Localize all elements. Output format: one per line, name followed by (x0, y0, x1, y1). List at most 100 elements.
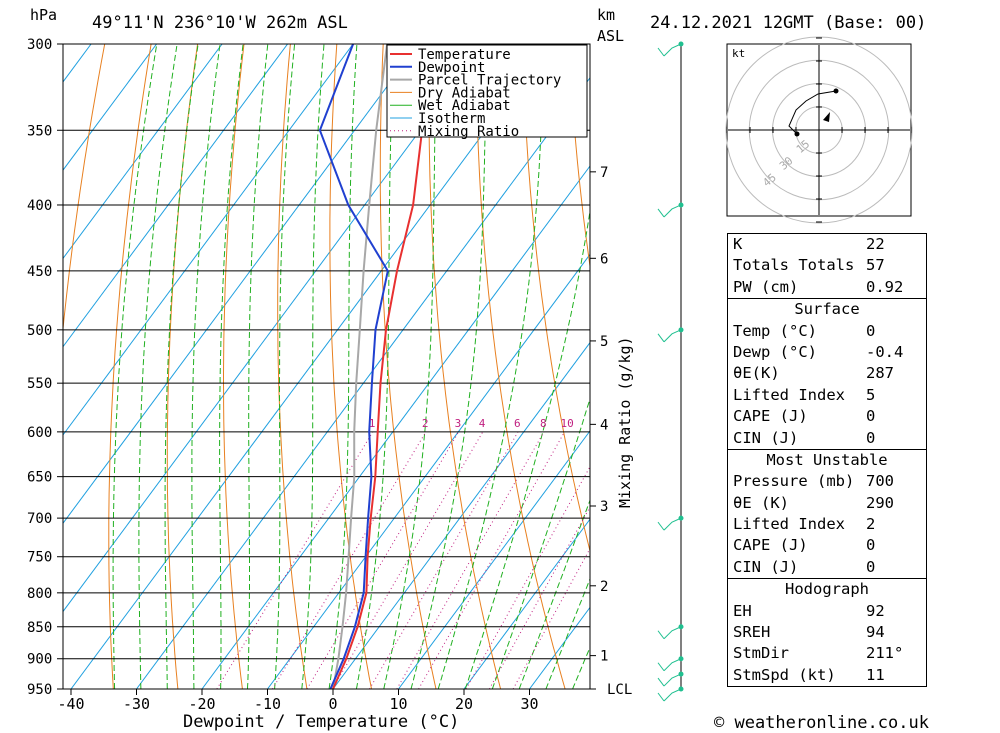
stats-surface: Surface Temp (°C) 0 Dewp (°C) -0.4 θE(K) 287 L… (727, 298, 927, 450)
plot-frame (62, 43, 591, 690)
mixing-ratio-line (396, 431, 545, 689)
mixing-ratio-line (369, 431, 519, 689)
isotherm-line (463, 518, 590, 689)
wind-profile (657, 41, 684, 702)
wet-adiabat-line (247, 44, 269, 689)
wet-adiabat-line (464, 208, 590, 689)
x-tick-label: 10 (389, 695, 407, 713)
parcel-line (332, 44, 389, 689)
wind-barb-flag (657, 662, 665, 672)
unstable-value: 0 (866, 557, 876, 576)
dry-adiabat-line (568, 44, 590, 270)
general-value: 57 (866, 256, 885, 275)
wind-barb (663, 517, 682, 531)
general-label: PW (cm) (733, 277, 799, 296)
surface-label: CAPE (J) (733, 407, 808, 426)
unstable-value: 700 (866, 472, 894, 491)
isotherm-line (70, 44, 550, 689)
general-row: Totals Totals 57 (728, 255, 926, 276)
mixing-ratio-label: 25 (650, 417, 663, 430)
wind-barb (663, 673, 682, 687)
hodo-row: SREH 94 (728, 622, 926, 643)
unstable-label: CIN (J) (733, 557, 799, 576)
hpa-label: hPa (30, 6, 57, 24)
wind-barb (663, 204, 682, 218)
dry-adiabat-line (63, 44, 106, 334)
wet-adiabat-line (437, 44, 545, 689)
wet-adiabat-line (219, 44, 244, 689)
unstable-label: θE (K) (733, 493, 789, 512)
hodograph-ring-label: 45 (760, 171, 779, 189)
x-tick-label: -30 (123, 695, 150, 713)
mixing-ratio-label: 3 (455, 417, 462, 430)
general-label: Totals Totals (733, 256, 855, 275)
wind-barb (663, 658, 682, 672)
isotherm-line (332, 341, 590, 689)
km-label: 4 (600, 417, 608, 433)
hodo-value: 211° (866, 644, 904, 663)
wet-adiabat-line (301, 44, 325, 689)
surface-row: Lifted Index 5 (728, 385, 926, 406)
legend-label: Mixing Ratio (418, 124, 519, 140)
storm-motion-marker (823, 112, 830, 122)
wind-barb (663, 688, 682, 702)
dry-adiabat-line (475, 44, 566, 689)
mixing-ratio-label: 10 (561, 417, 574, 430)
general-value: 22 (866, 235, 885, 253)
legend-box (386, 44, 588, 138)
unstable-row: Lifted Index 2 (728, 514, 926, 535)
general-label: K (733, 235, 743, 253)
hodo-label: SREH (733, 623, 771, 642)
datetime-title: 24.12.2021 12GMT (Base: 00) (650, 13, 926, 33)
unstable-value: 0 (866, 536, 876, 555)
dry-adiabat-line (0, 44, 12, 689)
stats-hodograph: Hodograph EH 92 SREH 94 StmDir 211° StmSpd (kt… (727, 578, 927, 688)
unstable-label: Pressure (mb) (733, 472, 855, 491)
mixing-ratio-line (512, 547, 590, 689)
unstable-value: 290 (866, 493, 894, 512)
wet-adiabat-line (491, 397, 590, 689)
km-label: km (597, 6, 615, 24)
unstable-row: CAPE (J) 0 (728, 535, 926, 556)
general-value: 0.92 (866, 277, 904, 296)
wind-barb-flag (657, 630, 665, 640)
surface-row: θE(K) 287 (728, 363, 926, 384)
wind-barb-flag (657, 677, 665, 687)
mixing-ratio-label: 8 (540, 417, 547, 430)
mixing-ratio-label: 2 (422, 417, 429, 430)
surface-label: CIN (J) (733, 428, 799, 447)
profiles: 1 2 3 4 6 8 10 16 20 25 (318, 44, 663, 689)
x-tick-label: 30 (520, 695, 538, 713)
wind-barb (663, 626, 682, 640)
dewpoint-line (318, 44, 389, 689)
wind-barb (663, 43, 682, 57)
surface-value: 0 (866, 428, 876, 447)
wet-adiabat-line (138, 44, 178, 689)
general-row: K 22 (728, 234, 926, 255)
hodo-label: EH (733, 601, 752, 620)
pressure-label: 300 (27, 37, 52, 53)
wet-adiabat-line (191, 44, 221, 689)
unstable-label: Lifted Index (733, 515, 845, 534)
isotherm-line (63, 44, 419, 525)
x-tick-label: 20 (455, 695, 473, 713)
mixing-ratio-label: 1 (369, 417, 376, 430)
surface-value: 287 (866, 364, 894, 383)
pressure-label: 750 (27, 550, 52, 566)
km-label: 2 (600, 579, 608, 595)
isotherm-line (63, 44, 157, 171)
pressure-label: 700 (27, 511, 52, 527)
legend-label: Isotherm (418, 111, 485, 127)
mixing-ratio-line (418, 431, 565, 689)
km-label: 3 (600, 499, 608, 515)
km-label: LCL (607, 682, 632, 698)
surface-label: Lifted Index (733, 385, 845, 404)
pressure-label: 400 (27, 198, 52, 214)
surface-row: Dewp (°C) -0.4 (728, 342, 926, 363)
axes: 3003504004505005506006507007508008509009… (27, 37, 632, 713)
surface-value: 5 (866, 385, 876, 404)
dry-adiabat-line (379, 44, 437, 689)
wet-adiabat-line (410, 44, 488, 689)
